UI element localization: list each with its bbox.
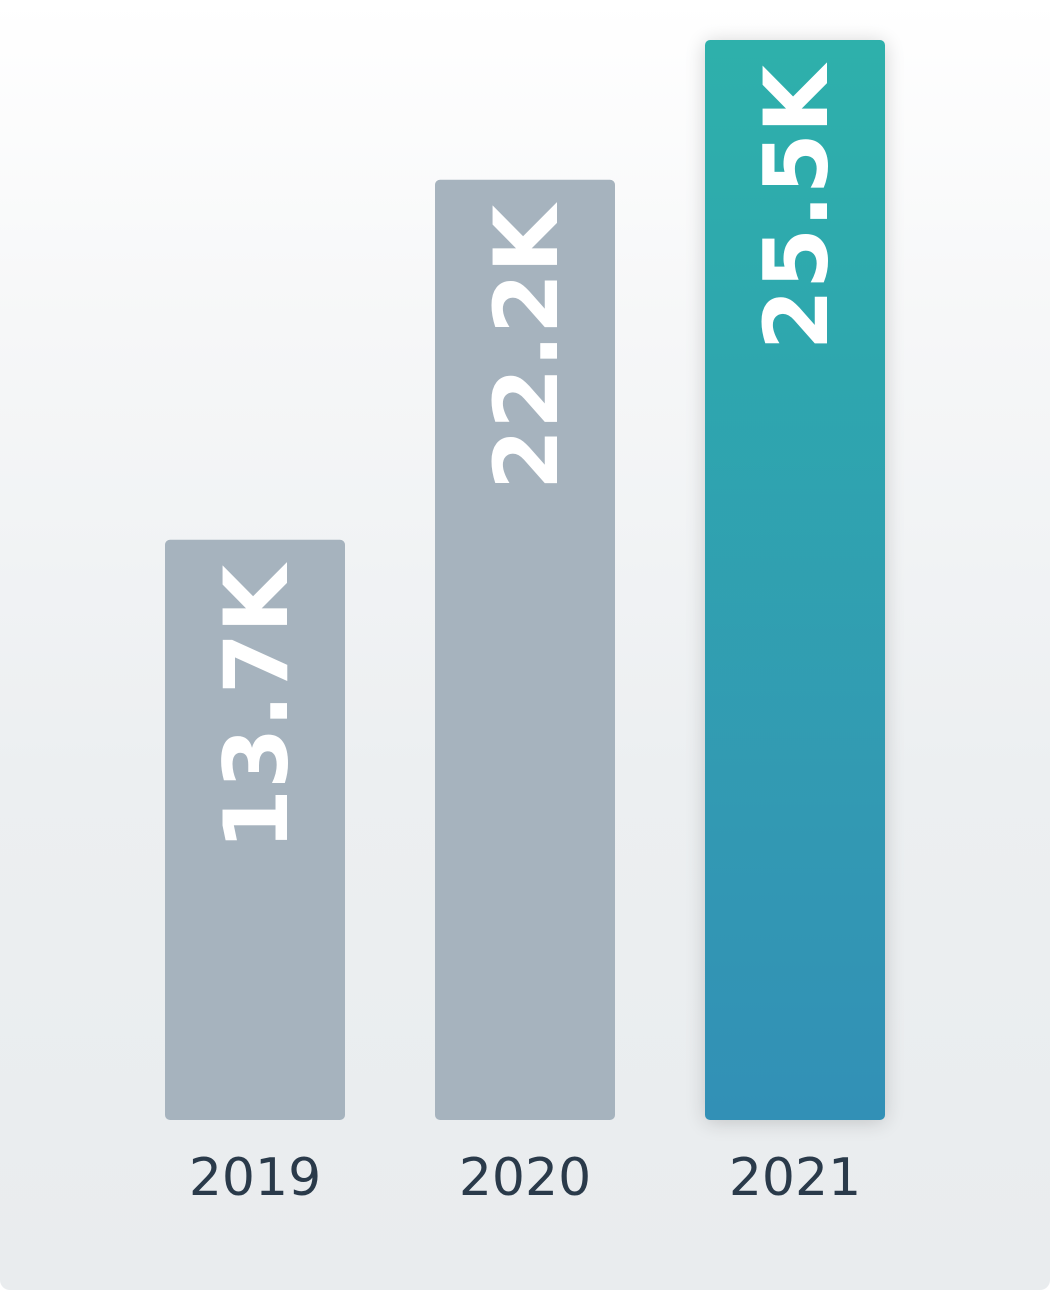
bar-2020 [435,179,615,1120]
category-label-2020: 2020 [459,1148,591,1208]
value-label-2019: 13.7K [205,562,308,850]
category-label-2021: 2021 [729,1148,861,1208]
category-label-2019: 2019 [189,1148,321,1208]
value-label-2020: 22.2K [475,202,578,490]
category-labels-group: 2019 2020 2021 [189,1148,861,1208]
value-labels-group: 13.7K 22.2K 25.5K [205,62,848,850]
value-label-2021: 25.5K [745,62,848,350]
bar-2021 [705,40,885,1120]
bars-group [165,40,885,1120]
bar-2019 [165,539,345,1120]
